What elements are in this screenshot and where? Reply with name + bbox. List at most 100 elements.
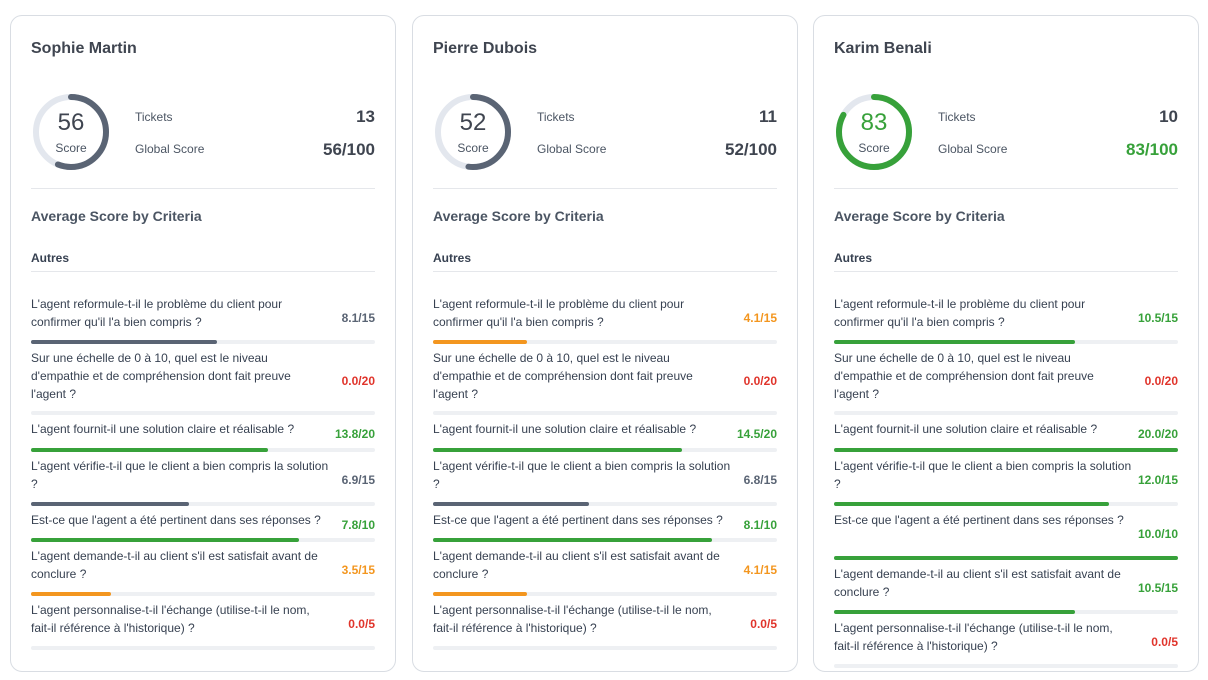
gauge-value: 83: [860, 109, 888, 136]
criterion-label: L'agent vérifie-t-il que le client a bie…: [433, 459, 731, 491]
criterion-label: Est-ce que l'agent a été pertinent dans …: [31, 513, 321, 527]
criterion-bar-track: [31, 538, 375, 542]
criterion-bar-track: [433, 340, 777, 344]
criterion-label: Sur une échelle de 0 à 10, quel est le n…: [31, 351, 291, 401]
criterion-bar-track: [433, 448, 777, 452]
agent-card: Karim Benali 83 Score Tickets 10 Global …: [813, 15, 1199, 672]
criterion-bar-fill: [31, 340, 217, 344]
criterion-score: 0.0/5: [1151, 635, 1178, 649]
criterion-bar-track: [31, 646, 375, 650]
section-title: Average Score by Criteria: [433, 208, 604, 224]
criterion-bar-track: [834, 448, 1178, 452]
criterion-label: L'agent reformule-t-il le problème du cl…: [433, 297, 685, 329]
tickets-label: Tickets: [537, 110, 575, 124]
criterion-bar-fill: [31, 592, 111, 596]
global-score-label: Global Score: [938, 142, 1008, 156]
tickets-label: Tickets: [135, 110, 173, 124]
criterion-bar-fill: [834, 502, 1109, 506]
criterion-score: 4.1/15: [743, 563, 777, 577]
criteria-group-title: Autres: [834, 251, 873, 265]
criterion-bar-track: [433, 502, 777, 506]
criterion-label: L'agent personnalise-t-il l'échange (uti…: [433, 603, 712, 635]
criterion-bar-fill: [433, 340, 527, 344]
criterion-label: Est-ce que l'agent a été pertinent dans …: [433, 513, 723, 527]
agent-name: Karim Benali: [834, 40, 932, 57]
section-title: Average Score by Criteria: [834, 208, 1005, 224]
criterion-bar-fill: [433, 448, 682, 452]
gauge-value: 56: [57, 109, 85, 136]
criterion-label: Est-ce que l'agent a été pertinent dans …: [834, 513, 1124, 527]
criterion-label: L'agent personnalise-t-il l'échange (uti…: [31, 603, 310, 635]
global-score-label: Global Score: [537, 142, 607, 156]
criterion-score: 0.0/20: [341, 374, 375, 388]
criterion-bar-fill: [31, 538, 299, 542]
agent-name: Sophie Martin: [31, 40, 137, 57]
global-score-value: 52/100: [725, 140, 777, 159]
criterion-score: 3.5/15: [341, 563, 375, 577]
criterion-label: L'agent demande-t-il au client s'il est …: [834, 567, 1121, 599]
criterion-label: L'agent vérifie-t-il que le client a bie…: [834, 459, 1132, 491]
criterion-bar-track: [31, 592, 375, 596]
section-title: Average Score by Criteria: [31, 208, 202, 224]
divider: [433, 188, 777, 189]
criterion-score: 7.8/10: [341, 518, 375, 532]
criterion-label: L'agent demande-t-il au client s'il est …: [31, 549, 318, 581]
criteria-group-title: Autres: [433, 251, 472, 265]
criterion-score: 0.0/20: [743, 374, 777, 388]
agent-name: Pierre Dubois: [433, 40, 538, 57]
criterion-label: L'agent reformule-t-il le problème du cl…: [834, 297, 1086, 329]
group-divider: [834, 271, 1178, 272]
criterion-bar-track: [834, 610, 1178, 614]
criterion-label: Sur une échelle de 0 à 10, quel est le n…: [834, 351, 1094, 401]
criterion-bar-track: [834, 411, 1178, 415]
criteria-group-title: Autres: [31, 251, 70, 265]
gauge-value: 52: [459, 109, 487, 136]
gauge-label: Score: [55, 141, 87, 155]
tickets-value: 10: [1159, 107, 1178, 126]
criterion-bar-track: [433, 646, 777, 650]
criterion-score: 0.0/20: [1144, 374, 1178, 388]
global-score-value: 83/100: [1126, 140, 1178, 159]
criterion-bar-track: [31, 502, 375, 506]
criterion-bar-fill: [834, 340, 1075, 344]
criterion-bar-track: [834, 340, 1178, 344]
agent-card: Pierre Dubois 52 Score Tickets 11 Global…: [412, 15, 798, 672]
criterion-score: 4.1/15: [743, 311, 777, 325]
criterion-bar-fill: [433, 592, 527, 596]
criterion-bar-track: [834, 664, 1178, 668]
gauge-arc: [836, 94, 912, 170]
divider: [834, 188, 1178, 189]
criterion-bar-fill: [433, 538, 712, 542]
criterion-score: 14.5/20: [736, 427, 777, 441]
criterion-score: 12.0/15: [1137, 473, 1178, 487]
criterion-bar-track: [31, 411, 375, 415]
criterion-bar-track: [31, 448, 375, 452]
criterion-score: 10.5/15: [1137, 581, 1178, 595]
criterion-label: L'agent vérifie-t-il que le client a bie…: [31, 459, 329, 491]
criterion-score: 6.9/15: [341, 473, 375, 487]
criterion-bar-fill: [834, 448, 1178, 452]
criterion-bar-track: [834, 556, 1178, 560]
tickets-value: 13: [356, 107, 375, 126]
criterion-label: L'agent demande-t-il au client s'il est …: [433, 549, 720, 581]
criterion-score: 8.1/10: [743, 518, 777, 532]
criterion-label: L'agent fournit-il une solution claire e…: [31, 422, 295, 436]
criterion-bar-fill: [834, 610, 1075, 614]
criterion-label: L'agent fournit-il une solution claire e…: [834, 422, 1098, 436]
criterion-score: 13.8/20: [334, 427, 375, 441]
agent-card: Sophie Martin 56 Score Tickets 13 Global…: [10, 15, 396, 672]
group-divider: [31, 271, 375, 272]
criterion-score: 10.0/10: [1137, 527, 1178, 541]
tickets-value: 11: [759, 107, 777, 126]
score-gauge: 56 Score: [31, 92, 111, 172]
criterion-label: L'agent personnalise-t-il l'échange (uti…: [834, 621, 1113, 653]
gauge-label: Score: [858, 141, 890, 155]
criterion-bar-track: [31, 340, 375, 344]
divider: [31, 188, 375, 189]
group-divider: [433, 271, 777, 272]
criterion-label: L'agent fournit-il une solution claire e…: [433, 422, 697, 436]
criterion-score: 0.0/5: [348, 617, 375, 631]
criterion-bar-track: [834, 502, 1178, 506]
criterion-score: 10.5/15: [1137, 311, 1178, 325]
criterion-bar-fill: [834, 556, 1178, 560]
